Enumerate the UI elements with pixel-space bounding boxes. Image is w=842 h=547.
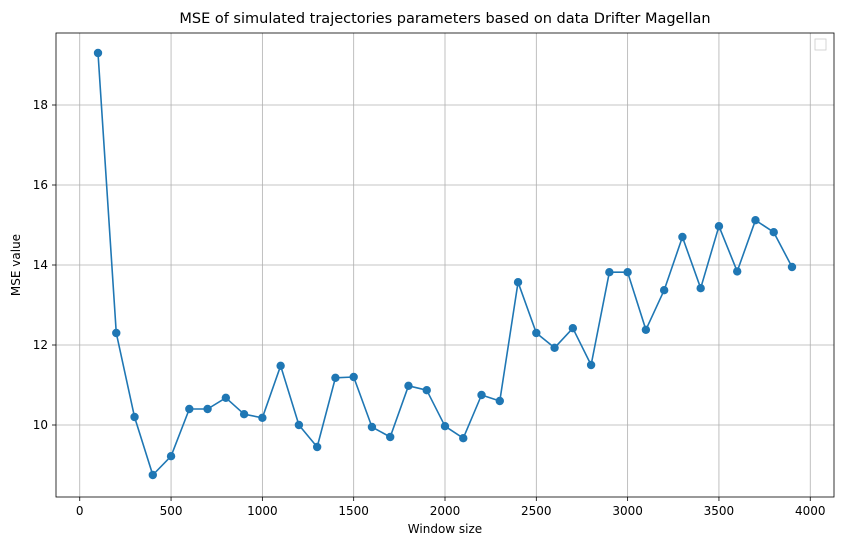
legend-box — [814, 38, 827, 51]
axis-ticks: 0 500 1000 1500 2000 2500 3000 3500 4000 10 12 14 16… — [33, 98, 826, 518]
legend — [814, 38, 827, 51]
x-tick-label: 0 — [76, 504, 84, 518]
data-point — [258, 413, 267, 422]
data-point — [440, 422, 450, 431]
data-point — [349, 372, 358, 382]
data-point — [185, 404, 194, 414]
series-layer — [93, 48, 797, 480]
data-point — [751, 216, 760, 225]
data-point — [203, 404, 212, 414]
data-point — [148, 470, 157, 480]
x-tick-label: 2000 — [430, 504, 461, 518]
y-tick-label: 16 — [33, 178, 48, 192]
chart-title: MSE of simulated trajectories parameters… — [179, 11, 710, 27]
data-point — [733, 267, 742, 276]
data-point — [769, 228, 778, 237]
grid — [56, 33, 834, 497]
data-point — [641, 325, 651, 334]
data-point — [93, 48, 103, 58]
y-axis-label: MSE value — [9, 234, 23, 296]
data-point — [276, 361, 285, 370]
data-point — [605, 268, 614, 277]
data-point — [495, 396, 504, 406]
x-tick-label: 2500 — [521, 504, 552, 518]
x-tick-label: 3000 — [612, 504, 643, 518]
y-tick-label: 18 — [33, 98, 48, 112]
data-point — [477, 390, 486, 400]
data-point — [312, 442, 322, 452]
data-point — [367, 422, 377, 432]
data-point — [112, 328, 121, 338]
x-tick-label: 500 — [160, 504, 183, 518]
data-point — [659, 286, 669, 295]
x-tick-label: 4000 — [795, 504, 826, 518]
data-point — [787, 262, 797, 272]
data-point — [678, 232, 687, 242]
y-tick-label: 14 — [33, 258, 48, 272]
data-point — [586, 360, 596, 370]
data-point — [386, 432, 395, 442]
x-axis-label: Window size — [408, 522, 482, 536]
data-point — [696, 284, 705, 293]
x-tick-label: 1500 — [338, 504, 369, 518]
data-point — [568, 324, 578, 333]
data-point — [404, 381, 413, 390]
data-point — [331, 373, 340, 382]
x-tick-label: 1000 — [247, 504, 278, 518]
y-tick-label: 12 — [33, 338, 48, 352]
data-point — [130, 412, 139, 422]
data-point — [166, 452, 176, 461]
data-point — [294, 420, 304, 430]
data-point — [221, 393, 231, 402]
data-point — [550, 343, 559, 352]
y-tick-label: 10 — [33, 418, 48, 432]
data-point — [714, 222, 724, 231]
x-tick-label: 3500 — [704, 504, 735, 518]
data-point — [513, 278, 523, 287]
data-point — [422, 386, 431, 395]
data-point — [532, 328, 541, 338]
data-point — [239, 410, 249, 419]
data-point — [623, 268, 632, 277]
data-point — [459, 434, 468, 443]
